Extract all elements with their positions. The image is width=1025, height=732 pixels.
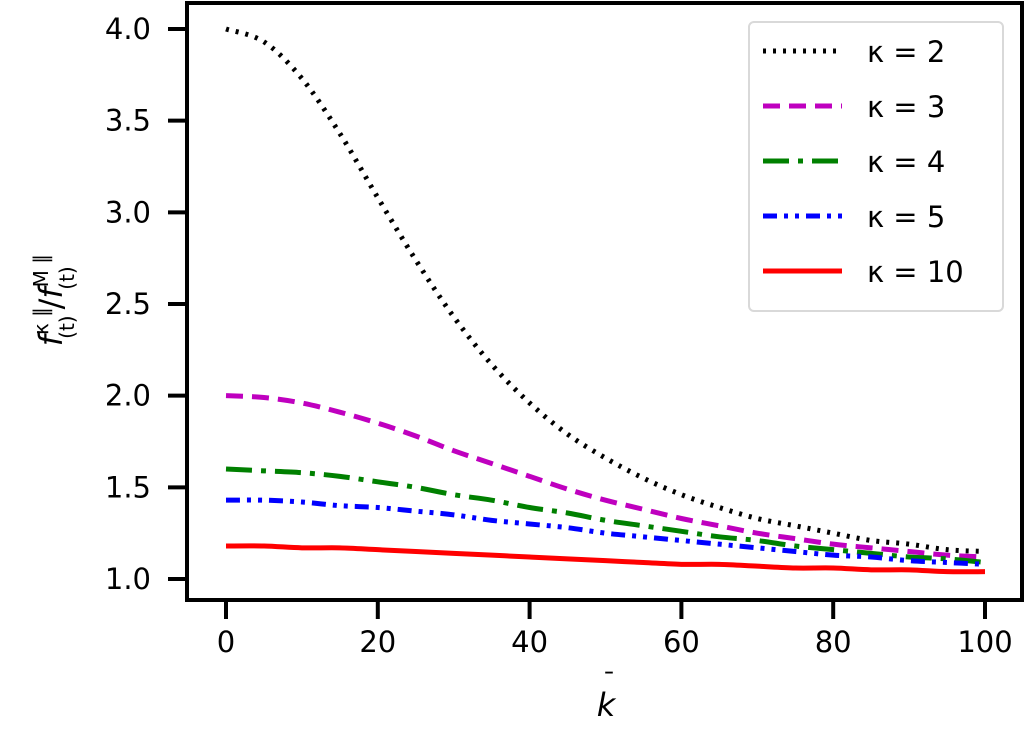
svg-text:¯: ¯ bbox=[603, 668, 616, 698]
svg-text:k: k bbox=[597, 686, 617, 724]
legend-item-kappa-5: κ = 5 bbox=[763, 200, 945, 234]
x-tick-label: 80 bbox=[815, 625, 852, 659]
y-tick-label: 1.0 bbox=[105, 562, 151, 596]
y-tick-label: 1.5 bbox=[105, 470, 151, 504]
legend-label: κ = 5 bbox=[867, 200, 945, 234]
legend-box bbox=[748, 21, 1004, 312]
y-tick-label: 4.0 bbox=[105, 12, 151, 46]
x-tick-label: 20 bbox=[359, 625, 396, 659]
legend-item-kappa-10: κ = 10 bbox=[763, 255, 964, 289]
x-tick-label: 60 bbox=[663, 625, 700, 659]
svg-text:fκ ∥(t)/fM ∥(t): fκ ∥ (t)/fM ∥ (t) bbox=[29, 254, 79, 347]
series-line-kappa-3 bbox=[225, 393, 986, 560]
series-line-kappa-5 bbox=[225, 497, 986, 567]
legend-item-kappa-4: κ = 4 bbox=[763, 145, 945, 179]
legend-item-kappa-2: κ = 2 bbox=[763, 35, 945, 69]
y-tick-label: 2.5 bbox=[105, 287, 151, 321]
legend: κ = 2 κ = 3 κ = 4 κ = 5 κ = 10 bbox=[748, 21, 1004, 312]
series-line-kappa-2 bbox=[225, 26, 986, 554]
legend-label: κ = 3 bbox=[867, 90, 945, 124]
series-layer bbox=[225, 26, 986, 575]
y-axis-ticks: 1.0 1.5 2.0 2.5 3.0 3.5 4.0 bbox=[105, 12, 187, 596]
x-tick-label: 40 bbox=[511, 625, 548, 659]
x-tick-label: 0 bbox=[217, 625, 235, 659]
legend-label: κ = 2 bbox=[867, 35, 945, 69]
y-axis-label: fκ ∥ (t)/fM ∥ (t) bbox=[29, 254, 79, 347]
legend-item-kappa-3: κ = 3 bbox=[763, 90, 945, 124]
y-tick-label: 3.5 bbox=[105, 104, 151, 138]
series-line-kappa-10 bbox=[225, 543, 986, 575]
x-axis-ticks: 0 20 40 60 80 100 bbox=[217, 600, 1013, 659]
x-tick-label: 100 bbox=[957, 625, 1012, 659]
x-axis-label: k ¯ bbox=[597, 668, 617, 724]
series-line-kappa-4 bbox=[225, 466, 986, 565]
y-tick-label: 2.0 bbox=[105, 379, 151, 413]
legend-label: κ = 10 bbox=[867, 255, 964, 289]
axes-frame bbox=[185, 1, 1024, 602]
y-tick-label: 3.0 bbox=[105, 195, 151, 229]
legend-label: κ = 4 bbox=[867, 145, 945, 179]
